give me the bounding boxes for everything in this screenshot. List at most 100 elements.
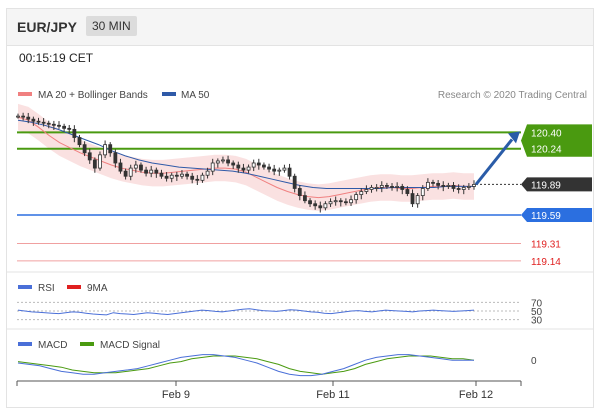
x-tick-label: Feb 12: [459, 389, 493, 401]
candle-body: [410, 193, 415, 205]
candle-body: [461, 187, 466, 190]
candle-body: [420, 188, 425, 197]
candle-body: [349, 199, 353, 204]
bollinger-band-area: [18, 103, 474, 211]
candle-body: [133, 164, 138, 169]
candle-body: [405, 189, 410, 194]
currency-pair-title: EUR/JPY: [17, 19, 77, 35]
macd-signal-legend-swatch: [80, 342, 94, 346]
candle-body: [190, 175, 195, 180]
ma20-legend-label: MA 20 + Bollinger Bands: [38, 90, 148, 101]
candle-body: [72, 128, 77, 138]
candle-body: [185, 173, 189, 177]
candle-body: [472, 183, 476, 187]
candle-body: [364, 189, 369, 192]
candle-body: [113, 152, 118, 164]
chart-clock: 00:15:19 CET: [19, 51, 94, 65]
candle-body: [108, 144, 113, 154]
candle-body: [98, 154, 102, 169]
rsi-legend-swatch: [18, 285, 32, 289]
candle-body: [395, 186, 400, 188]
candle-body: [297, 188, 302, 197]
candle-body: [344, 201, 348, 204]
x-tick-label: Feb 11: [316, 389, 349, 401]
candle-body: [174, 174, 179, 177]
rsi-level-label: 70: [531, 298, 543, 309]
projection-arrow-line: [474, 138, 514, 186]
candle-body: [451, 185, 456, 189]
candle-body: [287, 167, 292, 177]
candle-body: [21, 115, 26, 118]
support-label: 119.14: [531, 257, 561, 268]
candle-body: [226, 159, 230, 164]
candle-body: [313, 203, 318, 207]
resistance-tag: [521, 124, 592, 157]
candle-body: [57, 124, 61, 127]
rsi-legend-label: RSI: [38, 283, 55, 294]
macd-signal-legend-label: MACD Signal: [100, 340, 160, 351]
rsi-line: [17, 308, 475, 316]
macd-legend-swatch: [18, 342, 32, 346]
macd-panel: 0: [17, 354, 537, 377]
candle-body: [354, 194, 359, 201]
candle-body: [390, 186, 394, 188]
candle-body: [256, 162, 261, 166]
chart-header: EUR/JPY 30 MIN: [7, 9, 593, 46]
candle-body: [82, 144, 87, 154]
candle-body: [431, 181, 435, 184]
candle-body: [221, 159, 225, 162]
candle-body: [205, 170, 210, 176]
price-candles: [16, 112, 476, 213]
key-levels: [17, 131, 521, 262]
chart-credit: Research © 2020 Trading Central: [438, 90, 587, 101]
macd-zero-label: 0: [531, 356, 537, 367]
candle-body: [236, 164, 241, 169]
candle-body: [267, 166, 271, 170]
current-price-label: 119.89: [531, 180, 561, 191]
candle-body: [272, 168, 277, 172]
candle-body: [159, 172, 164, 177]
candle-body: [210, 162, 215, 172]
rsi-ma-legend-swatch: [67, 285, 81, 289]
candle-body: [277, 169, 282, 172]
candle-body: [436, 182, 441, 186]
candle-body: [415, 195, 420, 205]
current-price-tag: [521, 177, 592, 192]
timeframe-badge[interactable]: 30 MIN: [86, 16, 137, 36]
candle-body: [446, 185, 451, 187]
ma50-legend-label: MA 50: [181, 90, 210, 101]
candle-body: [400, 186, 405, 190]
candle-body: [379, 185, 384, 188]
candle-body: [123, 170, 128, 177]
candle-body: [77, 137, 82, 146]
candle-body: [333, 200, 338, 203]
candle-body: [169, 174, 174, 179]
candle-body: [149, 169, 154, 174]
candle-body: [425, 181, 430, 189]
candle-body: [103, 144, 108, 156]
candle-body: [92, 159, 97, 169]
candle-body: [292, 175, 297, 189]
candle-body: [144, 169, 148, 174]
candle-body: [318, 205, 323, 209]
candle-body: [369, 187, 374, 190]
candle-body: [241, 167, 246, 171]
candle-body: [87, 152, 92, 161]
candle-body: [374, 187, 379, 189]
projection-arrow-head: [508, 131, 520, 144]
candle-body: [118, 162, 123, 172]
candle-body: [128, 167, 133, 177]
ma20-line: [17, 116, 474, 199]
candle-body: [154, 169, 159, 174]
candle-body: [328, 201, 333, 205]
candle-body: [36, 120, 41, 123]
macd-line: [17, 354, 474, 377]
ma50-legend-swatch: [162, 92, 176, 96]
candle-body: [231, 162, 236, 166]
support-label: 119.31: [531, 240, 561, 251]
support-tag: [521, 208, 592, 222]
candle-body: [67, 127, 72, 130]
x-axis: Feb 9 Feb 11 Feb 12: [16, 381, 522, 401]
level-tags: 120.40 120.24 119.89 119.59 119.31 119.14: [521, 124, 592, 268]
